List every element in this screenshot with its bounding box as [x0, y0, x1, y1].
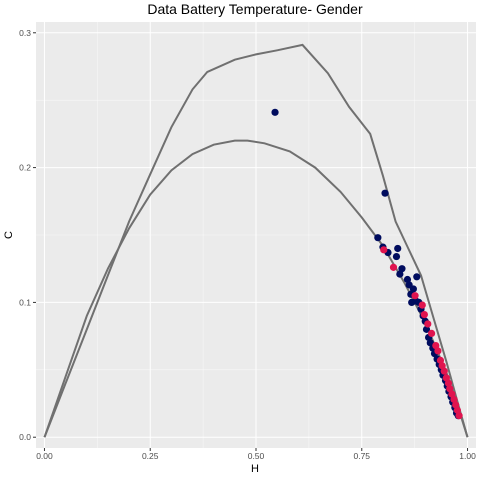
data-point-series-2	[380, 246, 388, 254]
y-tick-label: 0.2	[19, 163, 31, 173]
data-point-series-2	[389, 263, 398, 271]
data-point-series-2	[432, 341, 440, 350]
data-point-series-2	[420, 310, 428, 319]
data-point-series-1	[409, 285, 417, 293]
data-point-series-1	[398, 265, 406, 273]
chart-title: Data Battery Temperature- Gender	[147, 1, 363, 17]
data-point-series-2	[440, 367, 448, 375]
data-point-series-2	[442, 374, 450, 382]
data-point-series-2	[446, 385, 454, 393]
data-point-series-1	[381, 189, 389, 197]
data-points	[271, 108, 463, 420]
y-axis: 0.0 0.1 0.2 0.3	[19, 28, 36, 442]
upper-bound-curve	[43, 43, 469, 438]
data-point-series-1	[426, 339, 434, 347]
data-point-series-1	[392, 252, 401, 261]
data-point-series-2	[444, 379, 453, 387]
x-tick-label: 0.00	[36, 451, 53, 461]
data-point-series-2	[448, 390, 456, 398]
x-axis: 0.00 0.25 0.50 0.75 1.00	[36, 448, 476, 461]
y-tick-label: 0.3	[19, 28, 31, 38]
data-point-series-1	[394, 244, 402, 253]
data-point-series-2	[418, 301, 426, 309]
data-point-series-1	[374, 234, 382, 242]
data-point-series-2	[411, 292, 419, 300]
x-tick-label: 0.50	[248, 451, 265, 461]
x-axis-title: H	[251, 463, 259, 475]
data-point-series-2	[424, 320, 432, 328]
y-tick-label: 0.0	[19, 432, 31, 442]
x-tick-label: 0.75	[353, 451, 370, 461]
data-point-series-1	[422, 325, 431, 333]
data-point-series-1	[271, 108, 279, 116]
data-point-series-1	[396, 270, 404, 278]
data-point-series-2	[427, 329, 436, 338]
data-point-series-1	[413, 273, 421, 281]
y-axis-title: C	[3, 231, 15, 239]
data-point-series-2	[455, 412, 463, 420]
grid-lines	[36, 22, 476, 448]
x-tick-label: 1.00	[459, 451, 476, 461]
data-point-series-2	[434, 347, 442, 355]
y-tick-label: 0.1	[19, 297, 31, 307]
data-point-series-2	[438, 362, 446, 370]
x-tick-label: 0.25	[142, 451, 159, 461]
